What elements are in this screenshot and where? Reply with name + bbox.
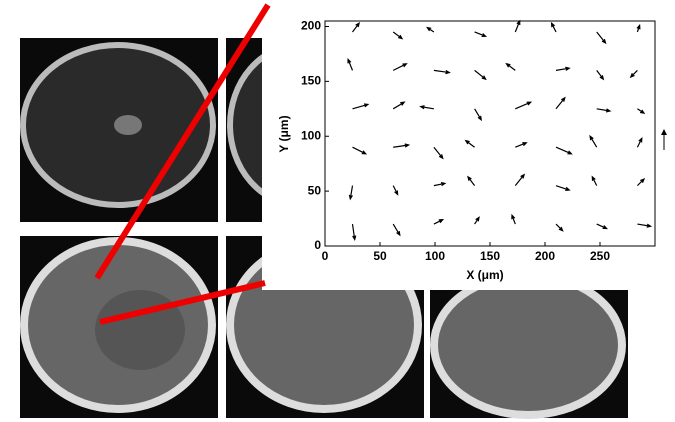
y-tick-label: 150 (301, 74, 321, 88)
droplet (434, 275, 622, 415)
y-tick-label: 0 (314, 238, 321, 252)
y-tick-label: 200 (301, 19, 321, 33)
droplet-core (95, 290, 185, 370)
x-tick-label: 100 (425, 249, 445, 263)
y-tick-label: 100 (301, 128, 321, 142)
x-tick-label: 250 (590, 249, 610, 263)
y-tick-label: 50 (308, 183, 322, 197)
x-tick-label: 150 (480, 249, 500, 263)
x-axis-label: X (μm) (466, 268, 503, 282)
droplet-core (114, 115, 142, 135)
x-tick-label: 200 (535, 249, 555, 263)
y-axis-label: Y (μm) (277, 115, 291, 152)
x-tick-label: 0 (322, 249, 329, 263)
x-tick-label: 50 (373, 249, 387, 263)
figure: X (μm) Y (μm) 0 50 100 150 200 250 0 50 100 150 20… (0, 0, 675, 422)
